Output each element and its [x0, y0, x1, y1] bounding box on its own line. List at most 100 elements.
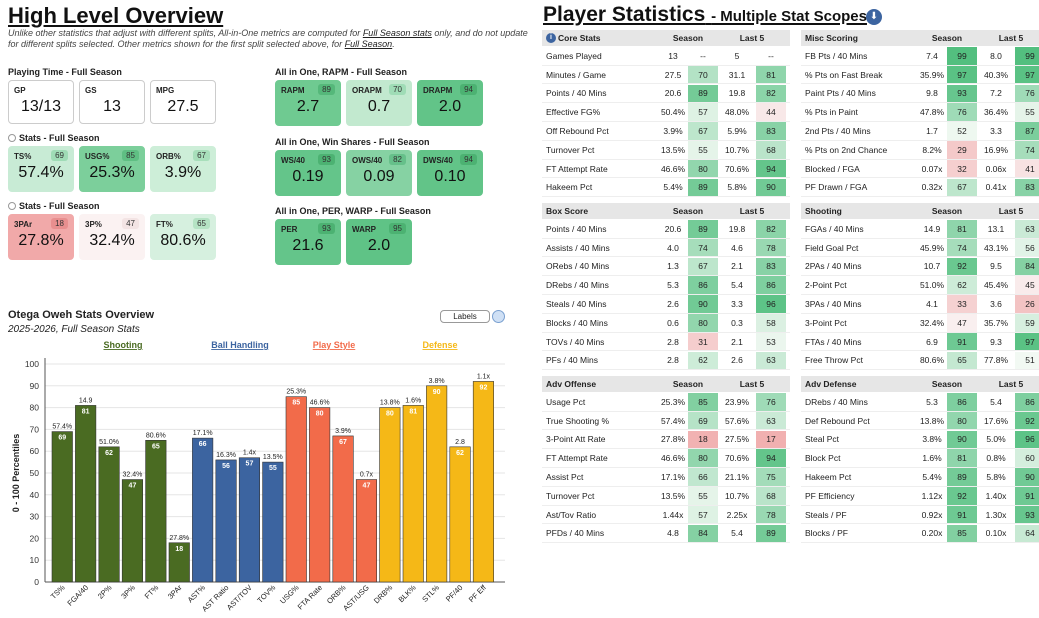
bar-3p-[interactable] — [121, 479, 143, 583]
bar-percentile-label: 90 — [433, 389, 441, 396]
bar-orb-[interactable] — [332, 435, 354, 583]
table-row: Points / 40 Mins 20.6 89 19.8 82 — [542, 84, 790, 104]
bar-pf-40[interactable] — [449, 446, 471, 583]
percentile-cell: 90 — [756, 178, 786, 197]
percentile-cell: 33 — [947, 295, 977, 313]
bar-tov-[interactable] — [262, 461, 284, 583]
season-col-header[interactable]: Season — [931, 379, 963, 389]
stats-section-1: Stats - Full Season — [8, 133, 100, 143]
bar-ft-[interactable] — [145, 439, 167, 583]
x-tick-label: AST/USG — [341, 583, 371, 613]
season-col-header[interactable]: Season — [672, 379, 704, 389]
bar-fga-40[interactable] — [75, 405, 97, 583]
percentile-cell: 66 — [688, 468, 718, 486]
stats1-card-orb-: ORB% 3.9% 67 — [150, 146, 216, 192]
table-row: Usage Pct 25.3% 85 23.9% 76 — [542, 393, 790, 412]
stat-name: Steals / PF — [805, 509, 847, 520]
percentile-cell: 76 — [756, 393, 786, 411]
last5-col-header[interactable]: Last 5 — [998, 33, 1024, 43]
group-header-ball-handling[interactable]: Ball Handling — [211, 340, 269, 350]
per-card-warp: WARP 2.0 95 — [346, 219, 412, 265]
last5-col-header[interactable]: Last 5 — [998, 206, 1024, 216]
full-season-stats-link[interactable]: Full Season stats — [362, 28, 432, 38]
bar-pf-eff[interactable] — [472, 381, 495, 583]
bar-3par[interactable] — [168, 542, 190, 583]
table-row: FT Attempt Rate 46.6% 80 70.6% 94 — [542, 159, 790, 179]
stat-name: FB Pts / 40 Mins — [805, 50, 868, 61]
last5-col-header[interactable]: Last 5 — [739, 33, 765, 43]
bar-ast-ratio[interactable] — [215, 459, 237, 583]
bar-fta-rate[interactable] — [309, 407, 331, 583]
bar-value-label: 46.6% — [310, 400, 330, 407]
stat-value: 35.7% — [983, 317, 1009, 328]
season-col-header[interactable]: Season — [931, 33, 963, 43]
season-col-header[interactable]: Season — [672, 33, 704, 43]
group-header-play-style[interactable]: Play Style — [313, 340, 356, 350]
season-col-header[interactable]: Season — [672, 206, 704, 216]
download-icon[interactable]: ⬇ — [866, 9, 882, 25]
bar-ast-tov[interactable] — [238, 457, 260, 583]
percentile-cell: 83 — [756, 257, 786, 276]
full-season-link[interactable]: Full Season — [344, 39, 393, 49]
table-row: PF Drawn / FGA 0.32x 67 0.41x 83 — [801, 178, 1039, 198]
last5-col-header[interactable]: Last 5 — [739, 379, 765, 389]
percentile-cell: 31 — [688, 332, 718, 351]
table-adv-offense: Adv Offense Season Last 5 Usage Pct 25.3% 85 2… — [542, 376, 790, 544]
labels-toggle[interactable] — [492, 310, 505, 323]
bar-percentile-label: 62 — [105, 450, 113, 457]
info-icon[interactable]: i — [546, 33, 556, 43]
bar-2p-[interactable] — [98, 446, 120, 583]
stat-name: Steal Pct — [805, 434, 840, 445]
bar-ast-usg[interactable] — [355, 479, 378, 583]
ws-card-ows-40: OWS/40 0.09 82 — [346, 150, 412, 196]
stat-name: Usage Pct — [546, 396, 586, 407]
group-header-shooting[interactable]: Shooting — [104, 340, 143, 350]
table-header: Shooting Season Last 5 — [801, 203, 1039, 219]
stat-name: ORebs / 40 Mins — [546, 261, 610, 272]
table-box-score: Box Score Season Last 5 Points / 40 Mins 20.… — [542, 203, 790, 371]
bar-percentile-label: 57 — [246, 461, 254, 468]
table-row: Block Pct 1.6% 81 0.8% 60 — [801, 449, 1039, 469]
season-col-header[interactable]: Season — [931, 206, 963, 216]
percentile-cell: 81 — [756, 65, 786, 84]
bar-drb-[interactable] — [379, 407, 401, 583]
percentile-cell: 57 — [688, 505, 718, 524]
table-row: 2nd Pts / 40 Mins 1.7 52 3.3 87 — [801, 122, 1039, 141]
last5-col-header[interactable]: Last 5 — [998, 379, 1024, 389]
bar-blk-[interactable] — [402, 405, 424, 583]
bar-value-label: 3.8% — [429, 378, 445, 385]
rapm-label: All in One, RAPM - Full Season — [275, 67, 408, 77]
card-value: 27.8% — [18, 232, 64, 249]
card-value: 21.6 — [292, 237, 324, 254]
labels-button[interactable]: Labels — [440, 310, 490, 323]
x-tick-label: FTA Rate — [296, 583, 324, 611]
table-row: 3-Point Pct 32.4% 47 35.7% 59 — [801, 314, 1039, 333]
stat-name: DRebs / 40 Mins — [546, 280, 609, 291]
percentile-cell: 84 — [1015, 257, 1039, 276]
stat-value: 5.9% — [727, 126, 747, 137]
last5-col-header[interactable]: Last 5 — [739, 206, 765, 216]
table-header: Adv Defense Season Last 5 — [801, 376, 1039, 392]
radio-icon[interactable] — [8, 202, 16, 210]
group-header-defense[interactable]: Defense — [422, 340, 457, 350]
stat-value: 10.7% — [724, 490, 750, 501]
card-value: 0.7 — [367, 98, 391, 115]
percentile-badge: 67 — [193, 150, 210, 161]
stat-name: Blocked / FGA — [805, 163, 860, 174]
card-label: GP — [14, 86, 26, 95]
percentile-cell: 86 — [756, 276, 786, 295]
bar-percentile-label: 62 — [456, 450, 464, 457]
bar-usg-[interactable] — [285, 396, 307, 583]
bar-stl-[interactable] — [426, 385, 448, 583]
bar-ast-[interactable] — [192, 437, 214, 583]
radio-icon[interactable] — [8, 134, 16, 142]
percentile-cell: -- — [700, 50, 706, 61]
stat-value: 27.8% — [660, 434, 686, 445]
bar-ts-[interactable] — [51, 431, 73, 583]
bar-value-label: 57.4% — [52, 424, 72, 431]
percentile-badge: 69 — [51, 150, 68, 161]
percentile-cell: 89 — [688, 84, 718, 103]
stat-value: 5.4% — [922, 472, 942, 483]
stat-value: 1.40x — [985, 490, 1007, 501]
stat-value: 80.6% — [919, 355, 945, 366]
